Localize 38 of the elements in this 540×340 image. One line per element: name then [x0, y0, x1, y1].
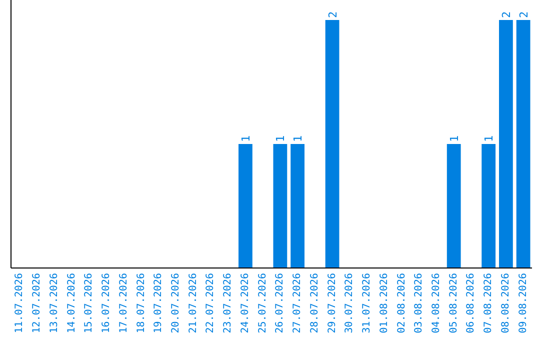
data-label: 1	[292, 135, 305, 142]
x-tick-label: 16.07.2026	[101, 273, 112, 334]
x-tick-label: 28.07.2026	[309, 273, 320, 334]
x-tick-label: 04.08.2026	[430, 273, 442, 334]
x-tick-label: 17.07.2026	[118, 273, 130, 334]
x-tick-label: 15.07.2026	[84, 273, 95, 334]
x-tick-label: 20.07.2026	[170, 273, 182, 334]
x-tick-label: 03.08.2026	[414, 273, 425, 334]
x-tick-label: 31.07.2026	[362, 273, 373, 334]
x-tick-label: 19.07.2026	[153, 273, 164, 334]
data-label: 2	[500, 11, 513, 18]
data-label: 1	[239, 135, 252, 142]
x-tick-label: 14.07.2026	[66, 273, 78, 334]
x-tick-label: 07.08.2026	[483, 273, 494, 334]
x-tick-label: 23.07.2026	[222, 273, 234, 334]
x-tick-label: 25.07.2026	[257, 273, 268, 334]
x-tick-label: 21.07.2026	[188, 273, 199, 334]
x-tick-label: 18.07.2026	[136, 273, 147, 334]
x-tick-label: 13.07.2026	[48, 273, 60, 334]
data-label: 2	[326, 11, 340, 18]
x-tick-label: 26.07.2026	[274, 273, 286, 334]
data-label: 2	[517, 11, 530, 18]
x-tick-label: 22.07.2026	[205, 273, 216, 334]
x-tick-label: 06.08.2026	[466, 273, 477, 334]
x-tick-label: 12.07.2026	[32, 273, 43, 334]
x-tick-label: 01.08.2026	[378, 273, 390, 334]
x-tick-label: 09.08.2026	[518, 273, 529, 334]
x-tick-label: 27.07.2026	[292, 273, 304, 334]
x-tick-label: 11.07.2026	[14, 273, 26, 334]
x-tick-label: 05.08.2026	[448, 273, 460, 334]
x-tick-label: 02.08.2026	[396, 273, 408, 334]
x-tick-label: 29.07.2026	[326, 273, 338, 334]
x-tick-label: 30.07.2026	[344, 273, 356, 334]
x-tick-label: 24.07.2026	[240, 273, 251, 334]
x-tick-label: 08.08.2026	[500, 273, 512, 334]
data-label: 1	[482, 135, 496, 142]
data-label: 1	[274, 135, 288, 142]
data-label: 1	[448, 135, 461, 142]
